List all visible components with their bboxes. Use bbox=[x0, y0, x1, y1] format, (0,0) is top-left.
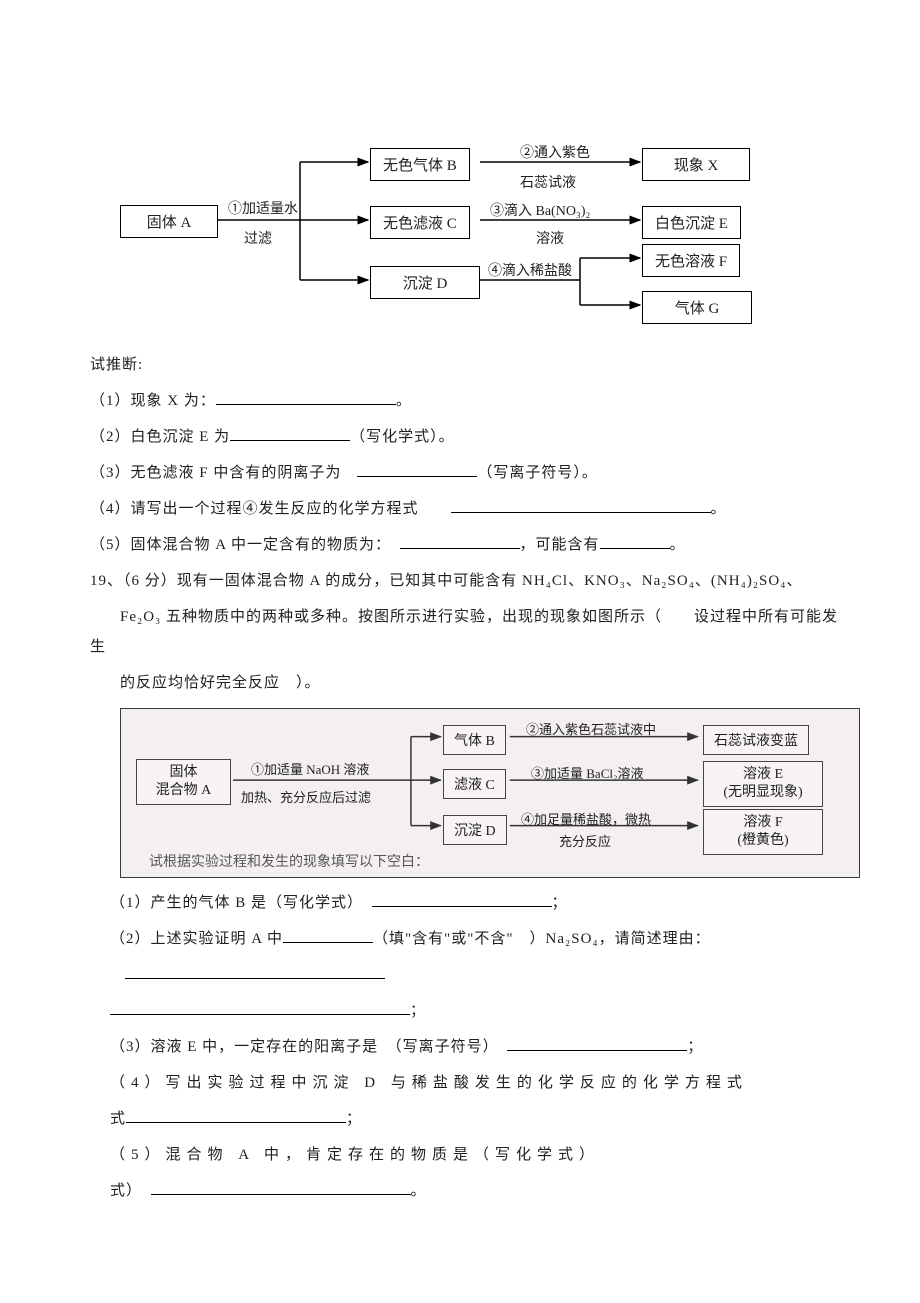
box2-solution-e: 溶液 E (无明显现象) bbox=[703, 761, 823, 807]
q2-2c: ； bbox=[110, 996, 840, 1026]
q23-text: （3）溶液 E 中，一定存在的阳离子是 （写离子符号） bbox=[110, 1039, 491, 1055]
blank bbox=[151, 1180, 411, 1195]
box-gas-b: 无色气体 B bbox=[370, 148, 470, 181]
q22c-semi: ； bbox=[410, 1003, 426, 1019]
box-gas-g: 气体 G bbox=[642, 291, 752, 324]
q2-2: （2）上述实验证明 A 中 （填"含有"或"不含" ）Na₂SO₄，请简述理由： bbox=[110, 924, 840, 954]
f2-step2: ②通入紫色石蕊试液中 bbox=[526, 719, 656, 738]
blank bbox=[357, 462, 477, 477]
box2-e-line2: (无明显现象) bbox=[723, 784, 802, 802]
q25-text: （5）混合物 A 中，肯定存在的物质是（写化学式） bbox=[110, 1147, 600, 1163]
q-3: （3）无色滤液 F 中含有的阴离子为 （写离子符号）。 bbox=[90, 458, 840, 488]
box-solution-f: 无色溶液 F bbox=[642, 244, 740, 277]
blank bbox=[507, 1036, 687, 1051]
box2-precipitate-d: 沉淀 D bbox=[443, 815, 507, 845]
box-precipitate-d: 沉淀 D bbox=[370, 266, 480, 299]
q19-intro-3: 的反应均恰好完全反应 ）。 bbox=[90, 668, 840, 698]
q-1: （1）现象 X 为： 。 bbox=[90, 386, 840, 416]
blank bbox=[451, 498, 711, 513]
flow1-arrows bbox=[120, 130, 880, 325]
q21-text: （1）产生的气体 B 是（写化学式） bbox=[110, 895, 356, 911]
q22a-text: （2）上述实验证明 A 中 bbox=[110, 931, 283, 947]
questions-block-2: （1）产生的气体 B 是（写化学式） ； （2）上述实验证明 A 中 （填"含有"… bbox=[40, 888, 880, 1206]
q4-period: 。 bbox=[711, 501, 727, 517]
blank bbox=[216, 390, 396, 405]
q25-period: 。 bbox=[411, 1183, 427, 1199]
blank bbox=[600, 534, 670, 549]
label-step1b: 过滤 bbox=[244, 228, 272, 248]
label-step3b: 溶液 bbox=[536, 228, 564, 248]
blank bbox=[283, 928, 373, 943]
label-step2a: ②通入紫色 bbox=[520, 142, 590, 162]
q5b-text: ，可能含有 bbox=[520, 537, 600, 553]
q2-3: （3）溶液 E 中，一定存在的阳离子是 （写离子符号） ； bbox=[110, 1032, 840, 1062]
questions-block-1: 试推断: （1）现象 X 为： 。 （2）白色沉淀 E 为 （写化学式）。 （3）无… bbox=[40, 350, 880, 698]
box2-f-line1: 溶液 F bbox=[743, 814, 782, 832]
q2-1: （1）产生的气体 B 是（写化学式） ； bbox=[110, 888, 840, 918]
f2-step1b: 加热、充分反应后过滤 bbox=[241, 787, 371, 806]
q22b-text: （填"含有"或"不含" ）Na₂SO₄，请简述理由： bbox=[373, 931, 711, 947]
q5a-text: （5）固体混合物 A 中一定含有的物质为： bbox=[90, 537, 384, 553]
f2-step3: ③加适量 BaCl₂溶液 bbox=[531, 763, 644, 782]
q3-suffix: （写离子符号）。 bbox=[477, 465, 598, 481]
box2-a-line2: 混合物 A bbox=[156, 782, 212, 800]
box2-e-line1: 溶液 E bbox=[743, 766, 783, 784]
q2-5b: 式） 。 bbox=[110, 1176, 840, 1206]
box2-filtrate-c: 滤液 C bbox=[443, 769, 506, 799]
q19-intro-2: Fe₂O₃ 五种物质中的两种或多种。按图所示进行实验，出现的现象如图所示（ 设过… bbox=[90, 602, 840, 662]
q1-text: （1）现象 X 为： bbox=[90, 393, 216, 409]
q21-semi: ； bbox=[552, 895, 568, 911]
label-step2b: 石蕊试液 bbox=[520, 172, 576, 192]
q24-text: （4）写出实验过程中沉淀 D 与稀盐酸发生的化学反应的化学方程式 bbox=[110, 1075, 748, 1091]
q-5: （5）固体混合物 A 中一定含有的物质为： ，可能含有 。 bbox=[90, 530, 840, 560]
flowchart-1: 固体 A 无色气体 B 无色滤液 C 沉淀 D 现象 X 白色沉淀 E 无色溶液… bbox=[120, 130, 880, 325]
q2-4b: 式； bbox=[110, 1104, 840, 1134]
label-step1: ①加适量水 bbox=[228, 198, 298, 218]
q23-semi: ； bbox=[687, 1039, 703, 1055]
box-precipitate-e: 白色沉淀 E bbox=[642, 206, 741, 239]
q3-text: （3）无色滤液 F 中含有的阴离子为 bbox=[90, 465, 341, 481]
q2-5: （5）混合物 A 中，肯定存在的物质是（写化学式） bbox=[110, 1140, 840, 1170]
blank bbox=[126, 1108, 346, 1123]
blank bbox=[110, 1000, 410, 1015]
f2-step4a: ④加足量稀盐酸，微热 bbox=[521, 809, 651, 828]
label-step3a: ③滴入 Ba(NO₃)₂ bbox=[490, 200, 590, 220]
blank bbox=[400, 534, 520, 549]
box-filtrate-c: 无色滤液 C bbox=[370, 206, 470, 239]
q5c-period: 。 bbox=[670, 537, 686, 553]
box2-a-line1: 固体 bbox=[170, 764, 198, 782]
q-2: （2）白色沉淀 E 为 （写化学式）。 bbox=[90, 422, 840, 452]
q2-2b bbox=[110, 960, 840, 990]
q-4: （4）请写出一个过程④发生反应的化学方程式 。 bbox=[90, 494, 840, 524]
q2-suffix: （写化学式）。 bbox=[350, 429, 455, 445]
q1-period: 。 bbox=[396, 393, 412, 409]
box-phenomenon-x: 现象 X bbox=[642, 148, 750, 181]
p-intro: 试推断: bbox=[90, 350, 840, 380]
blank bbox=[125, 964, 385, 979]
box-solid-a: 固体 A bbox=[120, 205, 218, 238]
box2-litmus-blue: 石蕊试液变蓝 bbox=[703, 725, 809, 755]
q4-text: （4）请写出一个过程④发生反应的化学方程式 bbox=[90, 501, 419, 517]
box2-f-line2: (橙黄色) bbox=[737, 832, 788, 850]
q19-intro-1: 19、（6 分）现有一固体混合物 A 的成分，已知其中可能含有 NH₄Cl、KN… bbox=[90, 566, 840, 596]
label-step4: ④滴入稀盐酸 bbox=[488, 260, 572, 280]
blank bbox=[372, 892, 552, 907]
q24-semi: ； bbox=[346, 1111, 362, 1127]
q2-4: （4）写出实验过程中沉淀 D 与稀盐酸发生的化学反应的化学方程式 bbox=[110, 1068, 840, 1098]
f2-step1: ①加适量 NaOH 溶液 bbox=[251, 759, 369, 778]
flowchart-2: 固体 混合物 A 气体 B 滤液 C 沉淀 D 石蕊试液变蓝 溶液 E (无明显… bbox=[120, 708, 860, 878]
f2-caption: 试根据实验过程和发生的现象填写以下空白： bbox=[149, 851, 429, 871]
blank bbox=[230, 426, 350, 441]
box2-solid-a: 固体 混合物 A bbox=[136, 759, 231, 805]
box2-gas-b: 气体 B bbox=[443, 725, 506, 755]
f2-step4b: 充分反应 bbox=[559, 831, 611, 850]
box2-solution-f: 溶液 F (橙黄色) bbox=[703, 809, 823, 855]
q2-text: （2）白色沉淀 E 为 bbox=[90, 429, 230, 445]
